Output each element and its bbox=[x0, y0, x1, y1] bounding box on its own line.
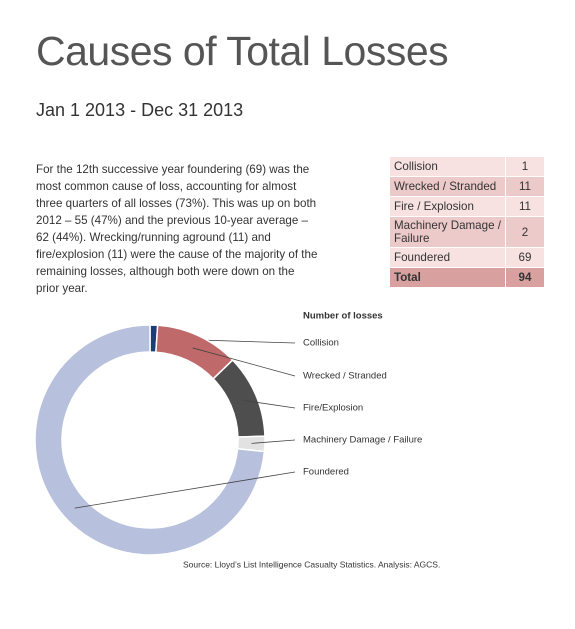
table-row: Total 94 bbox=[390, 267, 544, 288]
leader-line bbox=[192, 347, 296, 377]
value-cell: 11 bbox=[505, 176, 544, 197]
subtitle: Jan 1 2013 - Dec 31 2013 bbox=[36, 100, 244, 120]
segment-label: Foundered bbox=[303, 467, 349, 478]
leader-line bbox=[251, 439, 296, 444]
leader-line bbox=[74, 471, 296, 509]
segment-label: Wrecked / Stranded bbox=[303, 371, 387, 382]
label-cell: Machinery Damage / Failure bbox=[390, 216, 506, 248]
leader-line bbox=[243, 399, 296, 409]
table-row: Foundered 69 bbox=[390, 247, 544, 268]
body-text: For the 12th successive year foundering … bbox=[36, 163, 318, 295]
source: Source: Lloyd’s List Intelligence Casual… bbox=[183, 559, 440, 569]
value-cell: 2 bbox=[505, 216, 544, 248]
value-cell: 1 bbox=[505, 157, 544, 177]
label-cell: Collision bbox=[390, 157, 506, 177]
label-cell: Total bbox=[390, 267, 506, 288]
chart-title: Number of losses bbox=[303, 311, 383, 322]
table-row: Machinery Damage / Failure 2 bbox=[390, 216, 544, 248]
value-cell: 94 bbox=[505, 267, 544, 288]
value-cell: 69 bbox=[505, 247, 544, 268]
table-row: Wrecked / Stranded 11 bbox=[390, 176, 544, 197]
label-cell: Foundered bbox=[390, 247, 506, 268]
label-cell: Fire / Explosion bbox=[390, 196, 506, 217]
segment-label: Machinery Damage / Failure bbox=[303, 435, 422, 446]
label-cell: Wrecked / Stranded bbox=[390, 176, 506, 197]
donut-segment bbox=[34, 324, 266, 556]
title: Causes of Total Losses bbox=[36, 28, 449, 74]
table-row: Fire / Explosion 11 bbox=[390, 196, 544, 217]
losses-table: Collision 1 Wrecked / Stranded 11 Fire / Exp… bbox=[390, 157, 544, 288]
segment-label: Fire/Explosion bbox=[303, 403, 363, 414]
table-row: Collision 1 bbox=[390, 157, 544, 177]
segment-label: Collision bbox=[303, 338, 339, 349]
donut-segment bbox=[212, 358, 266, 438]
value-cell: 11 bbox=[505, 196, 544, 217]
